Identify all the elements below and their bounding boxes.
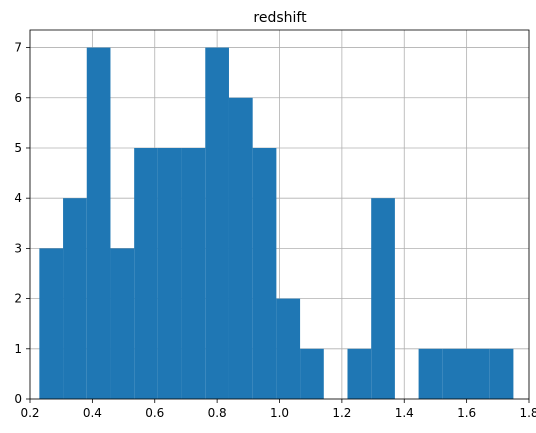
x-tick-label: 1.8 <box>519 406 536 420</box>
x-tick-label: 1.0 <box>270 406 289 420</box>
histogram-bar <box>347 348 372 399</box>
histogram-bar <box>228 97 253 399</box>
x-tick-label: 0.4 <box>83 406 102 420</box>
chart-title: redshift <box>253 10 307 26</box>
y-tick-label: 7 <box>14 41 22 55</box>
histogram-bar <box>252 147 277 399</box>
histogram-bar <box>110 248 135 399</box>
x-tick-label: 1.4 <box>395 406 414 420</box>
y-tick-label: 0 <box>14 392 22 406</box>
x-tick-label: 0.6 <box>145 406 164 420</box>
histogram-bar <box>418 348 443 399</box>
histogram-bar <box>63 198 87 399</box>
histogram-bar <box>466 348 490 399</box>
y-tick-label: 1 <box>14 342 22 356</box>
y-tick-label: 4 <box>14 191 22 205</box>
histogram-bar <box>489 348 514 399</box>
histogram-bar <box>39 248 64 399</box>
histogram-bar <box>371 198 395 399</box>
histogram-bar <box>181 147 206 399</box>
y-tick-label: 5 <box>14 141 22 155</box>
x-tick-label: 1.6 <box>457 406 476 420</box>
histogram-bar <box>276 298 301 399</box>
histogram-bar <box>86 47 111 399</box>
histogram-bars <box>39 47 514 399</box>
histogram-bar <box>300 348 324 399</box>
y-tick-label: 3 <box>14 241 22 255</box>
y-tick-label: 2 <box>14 292 22 306</box>
x-tick-label: 1.2 <box>332 406 351 420</box>
axis-ticks: 0.2 0.4 0.6 0.8 1.0 1.2 1.4 1.6 1.8 0 1 2 3 4 5 6 7 <box>14 41 536 420</box>
histogram-bar <box>157 147 182 399</box>
x-tick-label: 0.2 <box>20 406 39 420</box>
histogram-bar <box>134 147 158 399</box>
histogram-bar <box>442 348 467 399</box>
histogram-bar <box>205 47 229 399</box>
y-tick-label: 6 <box>14 91 22 105</box>
x-tick-label: 0.8 <box>208 406 227 420</box>
